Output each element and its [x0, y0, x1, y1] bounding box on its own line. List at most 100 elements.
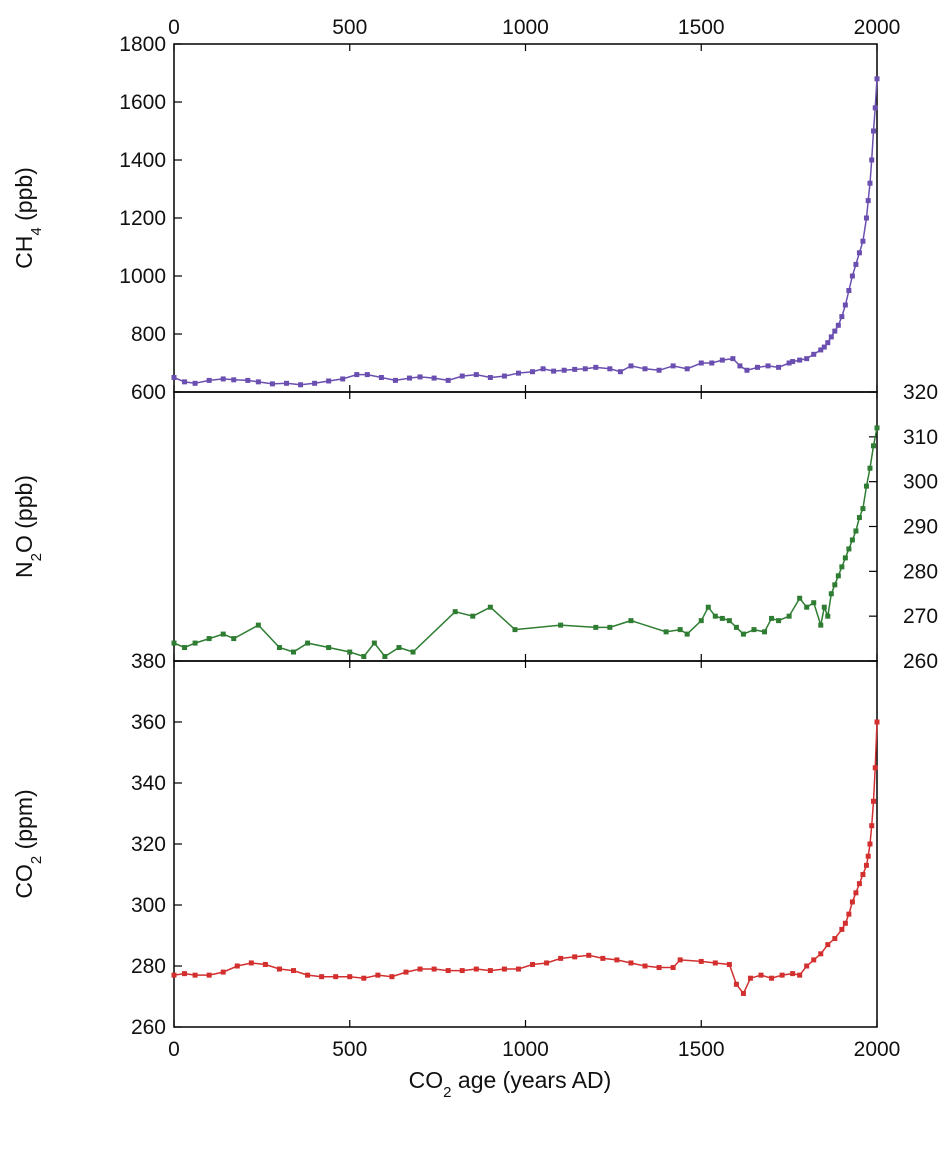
co2-data-point [262, 961, 268, 967]
n2o-data-point [835, 573, 841, 579]
co2-ytick-label: 300 [131, 894, 166, 917]
n2o-ytick-label: 270 [903, 605, 938, 628]
n2o-data-point [818, 622, 824, 628]
co2-frame [173, 660, 878, 1028]
ch4-data-point [642, 366, 648, 372]
ch4-data-point [818, 347, 824, 353]
co2-data-point [747, 975, 753, 981]
n2o-data-point [860, 506, 866, 512]
co2-data-point [614, 957, 620, 963]
ch4-ytick-label: 1200 [119, 207, 166, 230]
co2-data-point [501, 966, 507, 972]
n2o-data-point [255, 622, 261, 628]
n2o-ytick-label: 280 [903, 560, 938, 583]
top-xtick-label: 2000 [854, 16, 901, 39]
co2-data-point [712, 960, 718, 966]
co2-data-point [586, 952, 592, 958]
co2-data-point [403, 969, 409, 975]
n2o-data-point [740, 631, 746, 637]
co2-data-point [171, 972, 177, 978]
n2o-data-point [684, 631, 690, 637]
ch4-data-point [182, 379, 188, 385]
n2o-data-point [192, 640, 198, 646]
co2-data-point [333, 974, 339, 980]
ch4-data-point [593, 364, 599, 370]
bottom-xtick-label: 1000 [502, 1038, 549, 1061]
ch4-data-point [804, 356, 810, 362]
co2-ytick-label: 360 [131, 711, 166, 734]
ch4-data-point [730, 356, 736, 362]
ch4-data-point [811, 351, 817, 357]
co2-data-point [515, 966, 521, 972]
co2-data-point [846, 911, 852, 917]
ch4-ytick-label: 1600 [119, 91, 166, 114]
n2o-data-point [776, 618, 782, 624]
co2-data-point [740, 990, 746, 996]
ch4-ytick-label: 1800 [119, 33, 166, 56]
ch4-data-point [192, 380, 198, 386]
co2-data-point [874, 719, 880, 725]
n2o-data-point [182, 645, 188, 651]
n2o-data-point [663, 629, 669, 635]
co2-data-point [832, 936, 838, 942]
n2o-data-point [628, 618, 634, 624]
n2o-data-point [487, 604, 493, 610]
ch4-data-point [298, 382, 304, 388]
ch4-data-point [407, 375, 413, 381]
co2-data-point [276, 966, 282, 972]
ch4-data-point [842, 302, 848, 308]
n2o-data-point [382, 654, 388, 660]
co2-data-point [869, 823, 875, 829]
co2-ytick-label: 380 [131, 650, 166, 673]
ch4-data-point [255, 379, 261, 385]
n2o-data-point [677, 627, 683, 633]
ch4-data-point [501, 373, 507, 379]
co2-data-point [860, 872, 866, 877]
ch4-data-point [684, 366, 690, 372]
n2o-data-point [291, 649, 297, 655]
n2o-ytick-label: 310 [903, 426, 938, 449]
n2o-data-point [839, 564, 845, 570]
ch4-ytick-label: 1000 [119, 265, 166, 288]
n2o-data-point [512, 627, 518, 633]
bottom-xtick-label: 1500 [678, 1038, 725, 1061]
ch4-data-point [860, 238, 866, 244]
co2-data-point [726, 961, 732, 967]
ch4-data-point [870, 128, 876, 134]
n2o-data-point [593, 624, 599, 630]
co2-data-point [220, 969, 226, 975]
n2o-data-point [719, 615, 725, 621]
ch4-data-point [839, 314, 845, 320]
n2o-data-point [396, 645, 402, 651]
n2o-data-point [863, 483, 869, 489]
co2-data-point [291, 968, 297, 974]
n2o-data-point [762, 629, 768, 635]
top-xtick-label: 500 [332, 16, 367, 39]
n2o-data-point [326, 645, 332, 651]
co2-data-point [769, 975, 775, 981]
ch4-data-point [863, 215, 869, 221]
ch4-data-point [231, 377, 237, 383]
co2-data-point [487, 968, 493, 974]
ch4-data-point [283, 380, 289, 386]
ch4-data-point [865, 198, 871, 204]
n2o-ylabel: N2O (ppb) [11, 475, 45, 578]
n2o-data-point [870, 443, 876, 449]
co2-data-point [530, 961, 536, 967]
n2o-ytick-label: 300 [903, 471, 938, 494]
x-axis-title: CO2 age (years AD) [409, 1067, 612, 1101]
co2-data-point [473, 966, 479, 972]
co2-ytick-label: 320 [131, 833, 166, 856]
n2o-data-point [751, 627, 757, 633]
co2-ytick-label: 340 [131, 772, 166, 795]
co2-series-line [173, 721, 878, 995]
n2o-data-point [171, 640, 177, 646]
ch4-data-point [628, 363, 634, 369]
ch4-ytick-label: 600 [131, 381, 166, 404]
ch4-data-point [459, 373, 465, 379]
n2o-data-point [206, 636, 212, 642]
ch4-data-point [206, 377, 212, 383]
ch4-data-point [821, 344, 827, 350]
ch4-data-point [326, 378, 332, 384]
co2-data-point [248, 960, 254, 966]
